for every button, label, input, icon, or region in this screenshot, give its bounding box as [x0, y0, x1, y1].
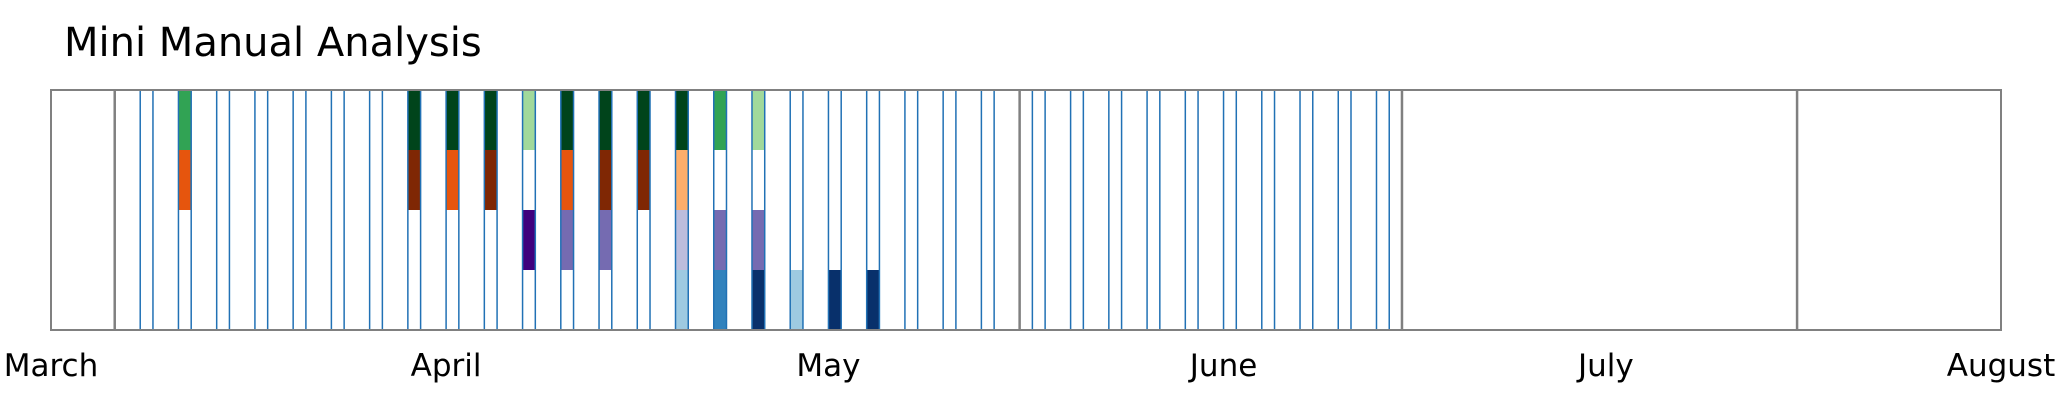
heat-cell-28: [790, 270, 803, 330]
x-tick-label-5: August: [1947, 348, 2056, 384]
heat-cell-5: [446, 150, 459, 210]
heat-cell-10: [560, 90, 574, 150]
heat-cell-11: [560, 150, 574, 210]
boundary-lines-layer: [113, 90, 1799, 330]
heat-cell-1: [178, 150, 192, 210]
x-tick-label-0: March: [4, 348, 99, 384]
heat-cell-18: [675, 90, 689, 150]
heat-cell-21: [675, 270, 689, 330]
cells-layer: [178, 90, 880, 330]
heat-cell-23: [713, 210, 727, 270]
heat-cell-29: [828, 270, 842, 330]
heat-cell-27: [751, 270, 765, 330]
chart-title: Mini Manual Analysis: [64, 20, 482, 66]
heat-cell-17: [637, 150, 651, 210]
plot-frame: [50, 89, 2002, 331]
heat-cell-3: [407, 150, 421, 210]
heat-cell-20: [675, 210, 689, 270]
heat-cell-24: [713, 270, 727, 330]
x-tick-label-3: June: [1188, 348, 1258, 384]
heat-cell-16: [637, 90, 651, 150]
heat-cell-4: [446, 90, 459, 150]
heat-cell-22: [713, 90, 727, 150]
heat-cell-19: [675, 150, 689, 210]
heat-cell-7: [484, 150, 498, 210]
day-markers-layer: [139, 90, 1390, 330]
x-tick-label-1: April: [411, 348, 482, 384]
heat-cell-12: [560, 210, 574, 270]
heat-cell-26: [751, 210, 765, 270]
heat-cell-30: [866, 270, 880, 330]
x-axis-ticks: March April May June July August: [4, 348, 2056, 384]
x-tick-label-2: May: [796, 348, 860, 384]
x-tick-label-4: July: [1576, 348, 1634, 384]
heat-cell-0: [178, 90, 192, 150]
heat-cell-8: [522, 90, 536, 150]
heat-cell-2: [407, 90, 421, 150]
heat-cell-14: [599, 150, 612, 210]
heat-cell-25: [751, 90, 765, 150]
heat-cell-15: [599, 210, 612, 270]
heat-cell-13: [599, 90, 612, 150]
heat-cell-6: [484, 90, 498, 150]
heat-cell-9: [522, 210, 536, 270]
